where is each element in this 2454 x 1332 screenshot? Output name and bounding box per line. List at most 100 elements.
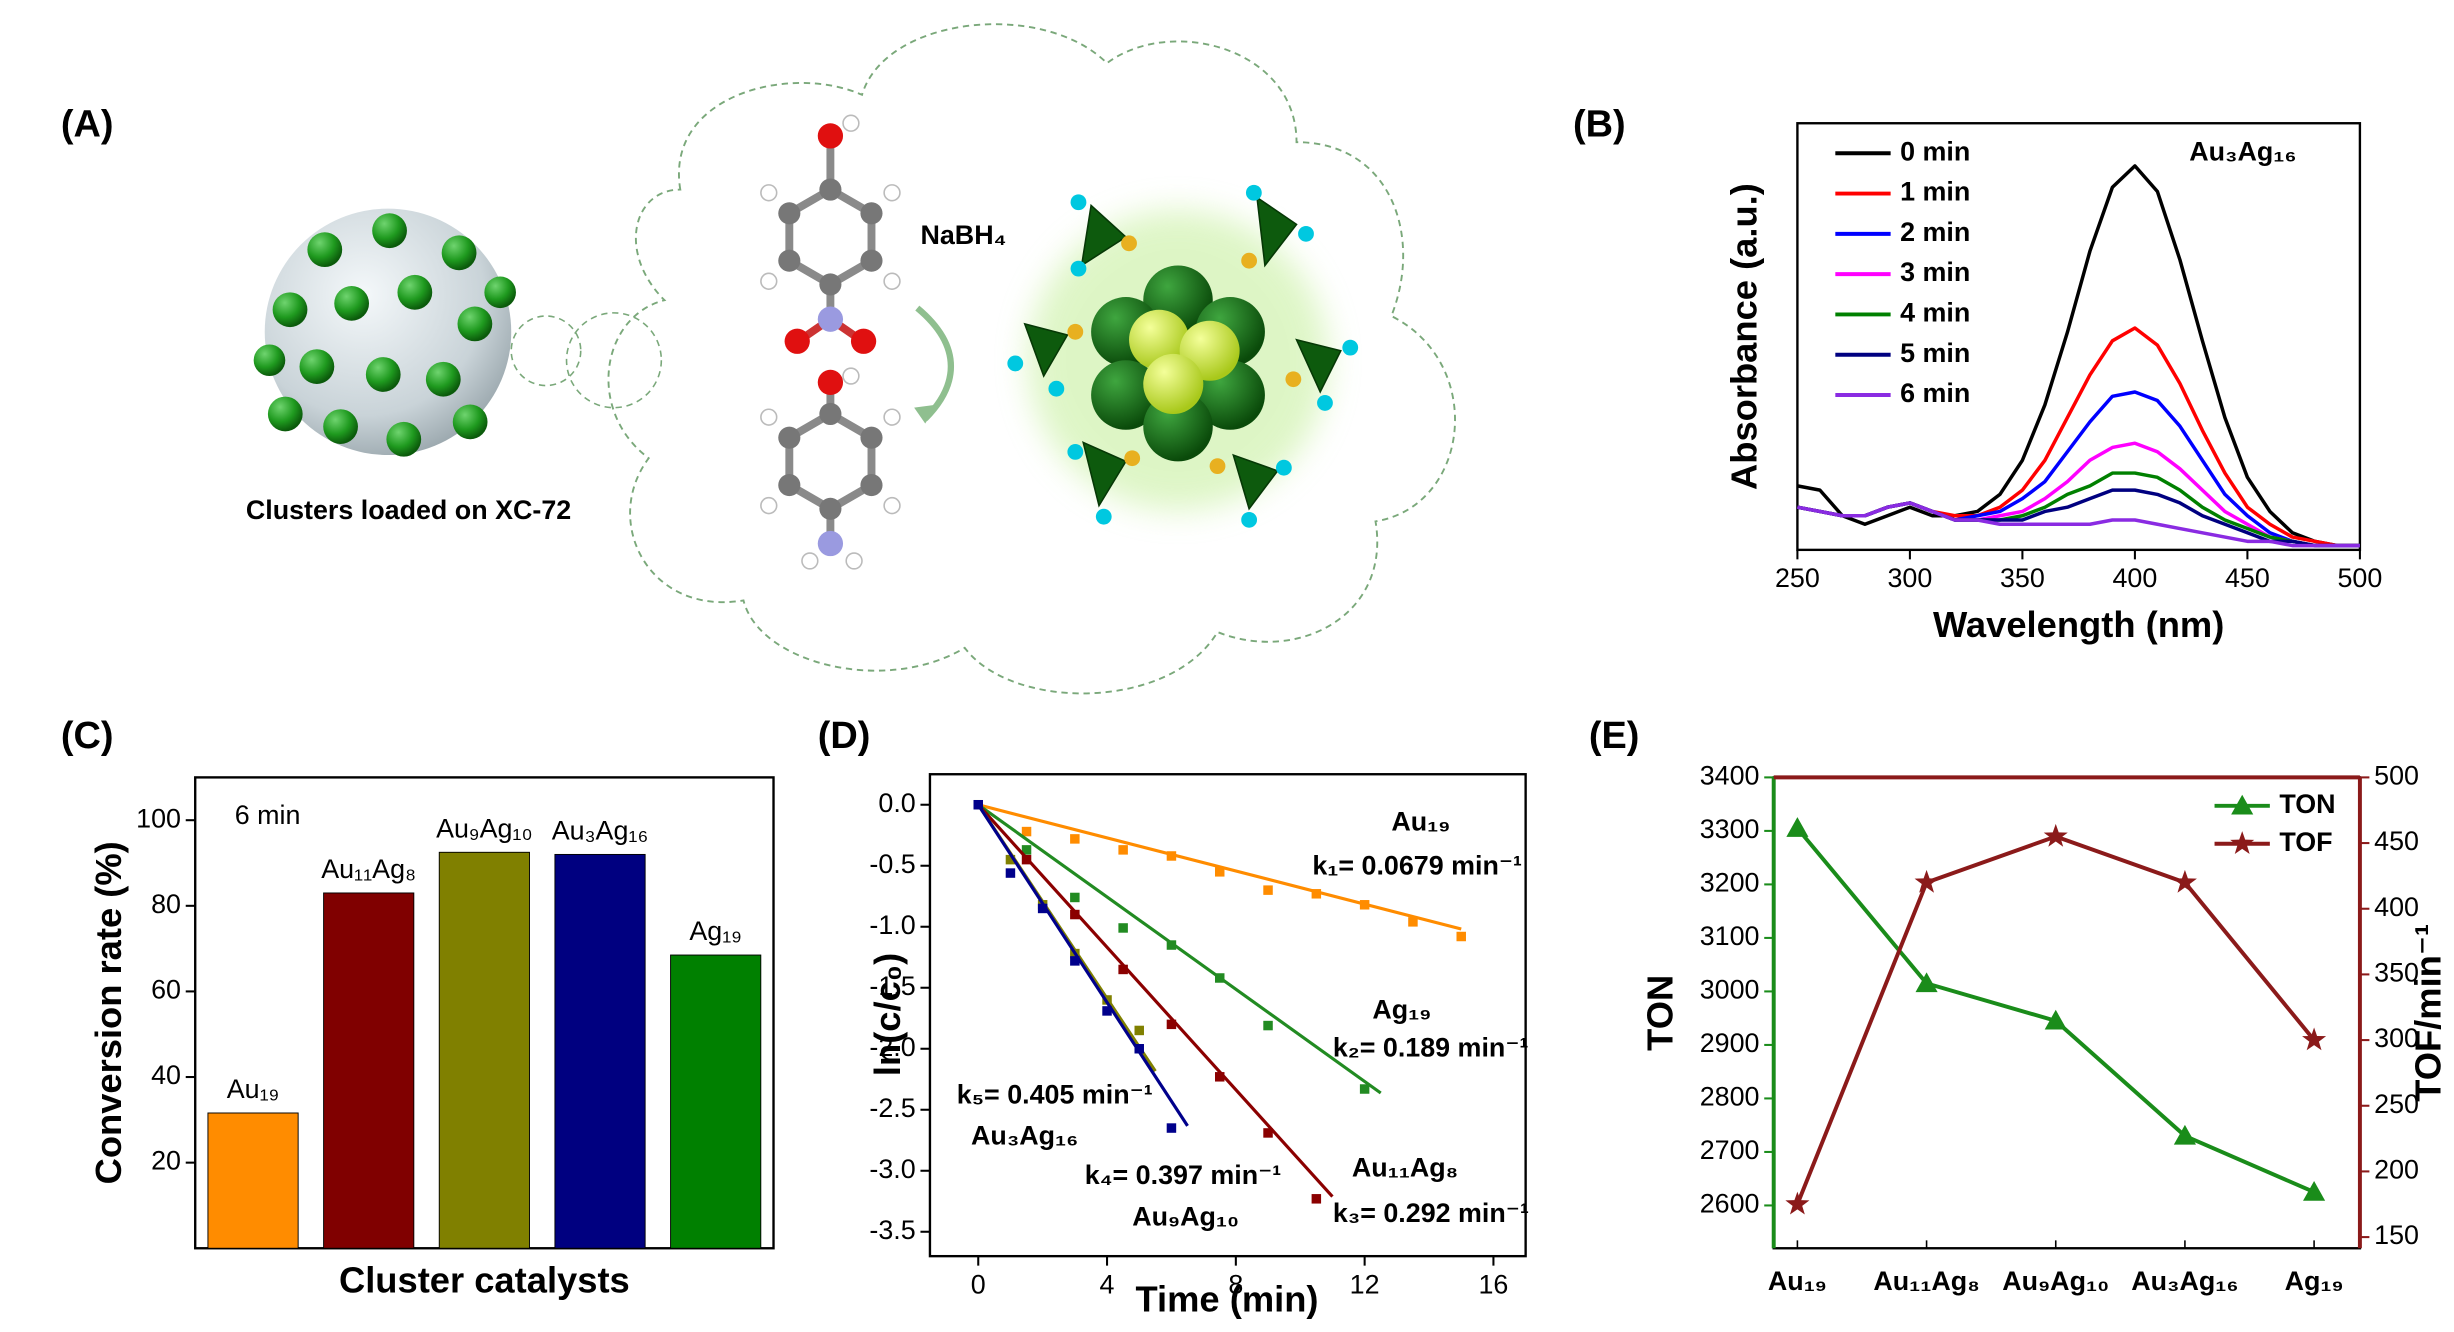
y2-tick-label: 400 bbox=[2374, 892, 2419, 922]
bar bbox=[554, 853, 646, 1249]
rate-constant: k₄= 0.397 min⁻¹ bbox=[1085, 1160, 1281, 1190]
bar bbox=[323, 892, 415, 1249]
y-tick-label: 3200 bbox=[1700, 868, 1760, 898]
reagent: NaBH₄ bbox=[920, 220, 1006, 250]
x-axis-label: Time (min) bbox=[1135, 1279, 1318, 1320]
rate-constant: k₂= 0.189 min⁻¹ bbox=[1333, 1032, 1529, 1062]
bar-category-label: Au₁₉ bbox=[227, 1074, 280, 1104]
nitrophenol bbox=[760, 114, 901, 354]
legend-label: TON bbox=[2279, 789, 2335, 819]
legend-marker bbox=[2230, 831, 2255, 854]
plot-frame bbox=[928, 773, 1527, 1258]
thought-cloud bbox=[607, 23, 1456, 695]
series-label: Au₉Ag₁₀ bbox=[1132, 1201, 1239, 1231]
x-axis-label: Cluster catalysts bbox=[339, 1260, 630, 1301]
arrow-head bbox=[914, 404, 938, 424]
data-point bbox=[1102, 1006, 1112, 1016]
series-line bbox=[1797, 501, 2360, 548]
x-tick-label: Au₃Ag₁₆ bbox=[2131, 1266, 2238, 1296]
data-point bbox=[1070, 956, 1080, 966]
data-point bbox=[1166, 1123, 1177, 1133]
x-tick-label: 400 bbox=[2112, 563, 2157, 593]
panel-label: (E) bbox=[1589, 715, 1640, 757]
y-tick-label: 100 bbox=[136, 803, 181, 833]
y2-axis-label: TOF/min⁻¹ bbox=[2408, 924, 2449, 1102]
data-point bbox=[1359, 1084, 1370, 1094]
fit-line bbox=[977, 803, 1462, 931]
data-point bbox=[1070, 892, 1080, 903]
data-point bbox=[1263, 1128, 1273, 1138]
y-axis-label: Absorbance (a.u.) bbox=[1723, 183, 1764, 490]
y-tick-label: 20 bbox=[151, 1146, 181, 1176]
y-tick-label: -3.0 bbox=[869, 1154, 915, 1184]
data-point bbox=[1118, 923, 1128, 933]
y-tick-label: 3300 bbox=[1700, 814, 1760, 844]
fit-line bbox=[977, 803, 1334, 1198]
rate-constant: k₃= 0.292 min⁻¹ bbox=[1333, 1198, 1529, 1228]
data-point bbox=[1134, 1025, 1144, 1036]
bar bbox=[670, 954, 762, 1249]
data-point bbox=[1166, 940, 1177, 950]
series-line bbox=[1797, 441, 2360, 548]
y-tick-label: -2.0 bbox=[869, 1032, 915, 1062]
legend-marker bbox=[2231, 794, 2254, 815]
bar bbox=[207, 1112, 299, 1249]
y-axis-label: TON bbox=[1640, 975, 1681, 1051]
rate-constant: k₁= 0.0679 min⁻¹ bbox=[1312, 851, 1522, 881]
legend-label: 4 min bbox=[1900, 298, 1970, 328]
bar-category-label: Au₃Ag₁₆ bbox=[552, 815, 649, 845]
bar bbox=[438, 851, 530, 1249]
data-point bbox=[1359, 900, 1370, 910]
x-tick-label: 350 bbox=[2000, 563, 2045, 593]
x-tick-label: Au₉Ag₁₀ bbox=[2002, 1266, 2109, 1296]
panel-label: (A) bbox=[61, 103, 114, 145]
data-point bbox=[1408, 917, 1418, 927]
data-point bbox=[1021, 845, 1032, 855]
data-point bbox=[1215, 1072, 1225, 1082]
x-tick-label: Au₁₁Ag₈ bbox=[1873, 1266, 1979, 1296]
cloud-bubble bbox=[565, 312, 663, 409]
data-point bbox=[1021, 826, 1032, 837]
y-tick-label: 80 bbox=[151, 889, 181, 919]
data-point bbox=[1263, 1020, 1273, 1031]
x-tick-label: 500 bbox=[2337, 563, 2382, 593]
panel-label: (B) bbox=[1573, 103, 1626, 145]
x-tick-label: Au₁₉ bbox=[1768, 1266, 1827, 1296]
y-tick-label: 3100 bbox=[1700, 921, 1760, 951]
fit-line bbox=[976, 803, 1189, 1127]
data-marker bbox=[2302, 1027, 2327, 1051]
series-label: Ag₁₉ bbox=[1372, 994, 1431, 1024]
legend-label: 0 min bbox=[1900, 136, 1970, 166]
data-point bbox=[1215, 973, 1225, 983]
data-marker bbox=[1786, 817, 1809, 837]
y-tick-label: 40 bbox=[151, 1060, 181, 1090]
bar-category-label: Ag₁₉ bbox=[689, 916, 742, 946]
data-point bbox=[1005, 868, 1016, 878]
data-point bbox=[1070, 909, 1080, 920]
data-marker bbox=[2303, 1181, 2326, 1201]
series-label: Au₁₉ bbox=[1391, 806, 1450, 836]
data-point bbox=[1005, 854, 1016, 865]
annotation: 6 min bbox=[235, 800, 301, 830]
plot-frame bbox=[1772, 776, 2362, 1250]
data-point bbox=[1021, 854, 1032, 865]
legend-label: TOF bbox=[2279, 827, 2332, 857]
reaction-arrow bbox=[915, 305, 954, 421]
legend-label: 5 min bbox=[1900, 338, 1970, 368]
panel-a: (A) Clusters loaded on XC-72 bbox=[61, 23, 1456, 695]
caption: Clusters loaded on XC-72 bbox=[246, 495, 571, 525]
y-tick-label: 3000 bbox=[1700, 975, 1760, 1005]
y-tick-label: 2800 bbox=[1700, 1082, 1760, 1112]
y2-tick-label: 200 bbox=[2374, 1155, 2419, 1185]
x-tick-label: 300 bbox=[1887, 563, 1932, 593]
series-label: Au₃Ag₁₆ bbox=[971, 1121, 1078, 1151]
x-tick-label: 4 bbox=[1100, 1269, 1115, 1299]
data-point bbox=[1118, 845, 1128, 855]
bar-category-label: Au₉Ag₁₀ bbox=[436, 813, 533, 843]
aminophenol bbox=[760, 367, 901, 570]
series-line bbox=[1797, 164, 2360, 548]
data-marker bbox=[1914, 869, 1939, 893]
x-tick-label: 450 bbox=[2225, 563, 2270, 593]
y2-tick-label: 150 bbox=[2374, 1220, 2419, 1250]
